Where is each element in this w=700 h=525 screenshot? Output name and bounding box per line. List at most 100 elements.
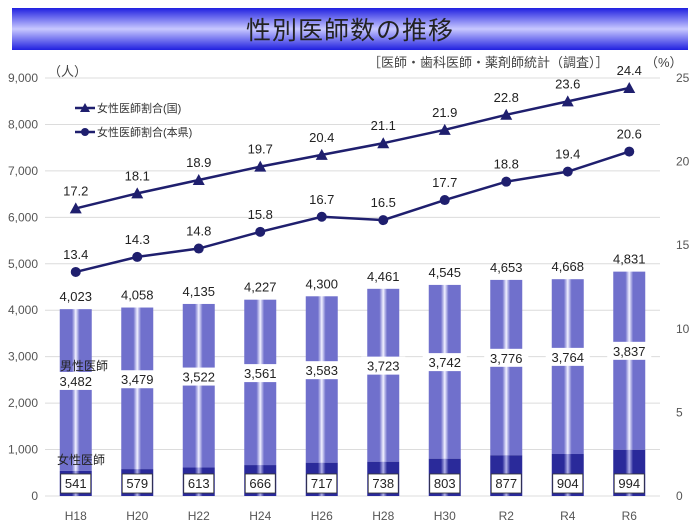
line-value-label: 20.6 bbox=[617, 127, 642, 142]
male-label-bg bbox=[422, 353, 467, 372]
legend-triangle-icon bbox=[80, 103, 90, 112]
circle-marker bbox=[439, 195, 450, 206]
left-tick-label: 7,000 bbox=[8, 164, 38, 178]
x-tick-label: R6 bbox=[622, 509, 638, 523]
line-value-label: 18.9 bbox=[186, 155, 211, 170]
circle-marker bbox=[132, 251, 143, 262]
legend-circle-icon bbox=[81, 128, 89, 136]
line-value-label: 22.8 bbox=[494, 90, 519, 105]
circle-marker bbox=[193, 243, 204, 254]
left-tick-label: 6,000 bbox=[8, 210, 38, 224]
total-label: 4,668 bbox=[551, 259, 584, 274]
female-value-label: 717 bbox=[311, 476, 333, 491]
line-value-label: 16.7 bbox=[309, 192, 334, 207]
triangle-marker bbox=[315, 148, 328, 160]
line-triangle bbox=[75, 86, 630, 210]
bar-male bbox=[244, 299, 277, 466]
triangle-marker bbox=[69, 202, 82, 214]
left-tick-label: 4,000 bbox=[8, 303, 38, 317]
male-label-bg bbox=[299, 361, 344, 380]
total-label: 4,135 bbox=[182, 284, 215, 299]
bar-male bbox=[490, 279, 523, 456]
line-value-label: 21.9 bbox=[432, 105, 457, 120]
male-label-bg bbox=[53, 371, 98, 390]
female-value-label: 904 bbox=[557, 476, 579, 491]
triangle-marker bbox=[561, 95, 574, 107]
line-value-label: 17.7 bbox=[432, 175, 457, 190]
line-value-label: 23.6 bbox=[555, 76, 580, 91]
total-label: 4,545 bbox=[428, 265, 461, 280]
bar-male bbox=[613, 271, 646, 450]
line-value-label: 16.5 bbox=[371, 195, 396, 210]
total-label: 4,653 bbox=[490, 260, 523, 275]
bar-male bbox=[428, 284, 461, 459]
left-tick-label: 5,000 bbox=[8, 257, 38, 271]
line-value-label: 21.1 bbox=[371, 118, 396, 133]
circle-marker bbox=[562, 166, 573, 177]
male-value-label: 3,837 bbox=[613, 344, 646, 359]
total-label: 4,023 bbox=[59, 289, 92, 304]
triangle-marker bbox=[192, 173, 205, 185]
male-label-bg bbox=[361, 356, 406, 375]
left-tick-label: 0 bbox=[31, 489, 38, 503]
line-value-label: 18.1 bbox=[125, 168, 150, 183]
female-label-box bbox=[244, 473, 276, 494]
line-value-label: 19.7 bbox=[248, 142, 273, 157]
source-note: ［医師・歯科医師・薬剤師統計（調査）］ bbox=[368, 55, 609, 70]
bar-male bbox=[59, 309, 92, 471]
circle-marker bbox=[378, 215, 389, 226]
x-tick-label: H24 bbox=[249, 509, 271, 523]
line-value-label: 19.4 bbox=[555, 147, 580, 162]
female-series-label: 女性医師 bbox=[57, 452, 105, 467]
female-value-label: 613 bbox=[188, 476, 210, 491]
female-label-box bbox=[121, 473, 153, 494]
male-value-label: 3,776 bbox=[490, 351, 523, 366]
bar-male bbox=[121, 307, 154, 470]
x-tick-label: R4 bbox=[560, 509, 576, 523]
circle-marker bbox=[255, 226, 266, 237]
female-value-label: 666 bbox=[249, 476, 271, 491]
male-label-bg bbox=[607, 341, 652, 360]
line-value-label: 24.4 bbox=[617, 63, 642, 78]
x-tick-label: H28 bbox=[372, 509, 394, 523]
right-tick-label: 20 bbox=[676, 155, 690, 169]
legend-label: 女性医師割合(国) bbox=[97, 101, 181, 115]
male-value-label: 3,479 bbox=[121, 372, 154, 387]
bar-male bbox=[551, 279, 584, 455]
male-label-bg bbox=[115, 370, 160, 389]
male-value-label: 3,583 bbox=[305, 363, 338, 378]
bar-male bbox=[305, 296, 338, 463]
male-label-bg bbox=[176, 367, 221, 386]
circle-marker bbox=[501, 176, 512, 187]
x-tick-label: H18 bbox=[65, 509, 87, 523]
triangle-marker bbox=[623, 82, 636, 94]
female-label-box bbox=[367, 473, 399, 494]
male-value-label: 3,561 bbox=[244, 366, 277, 381]
male-series-label: 男性医師 bbox=[60, 359, 108, 373]
triangle-marker bbox=[438, 123, 451, 135]
triangle-marker bbox=[500, 108, 513, 120]
line-value-label: 20.4 bbox=[309, 130, 334, 145]
female-label-box bbox=[183, 473, 215, 494]
total-label: 4,831 bbox=[613, 252, 646, 267]
total-label: 4,227 bbox=[244, 280, 277, 295]
circle-marker bbox=[624, 146, 635, 157]
x-tick-label: H20 bbox=[126, 509, 148, 523]
x-tick-label: H26 bbox=[311, 509, 333, 523]
left-tick-label: 8,000 bbox=[8, 117, 38, 131]
female-value-label: 877 bbox=[495, 476, 517, 491]
male-value-label: 3,522 bbox=[182, 370, 215, 385]
female-label-box bbox=[429, 473, 461, 494]
female-value-label: 803 bbox=[434, 476, 456, 491]
female-value-label: 738 bbox=[372, 476, 394, 491]
triangle-marker bbox=[377, 137, 390, 149]
left-tick-label: 9,000 bbox=[8, 71, 38, 85]
total-label: 4,058 bbox=[121, 288, 154, 303]
bar-male bbox=[367, 288, 400, 462]
male-label-bg bbox=[238, 364, 283, 383]
male-value-label: 3,742 bbox=[428, 355, 461, 370]
line-value-label: 14.3 bbox=[125, 232, 150, 247]
right-tick-label: 10 bbox=[676, 322, 690, 336]
line-value-label: 17.2 bbox=[63, 183, 88, 198]
male-value-label: 3,723 bbox=[367, 359, 400, 374]
